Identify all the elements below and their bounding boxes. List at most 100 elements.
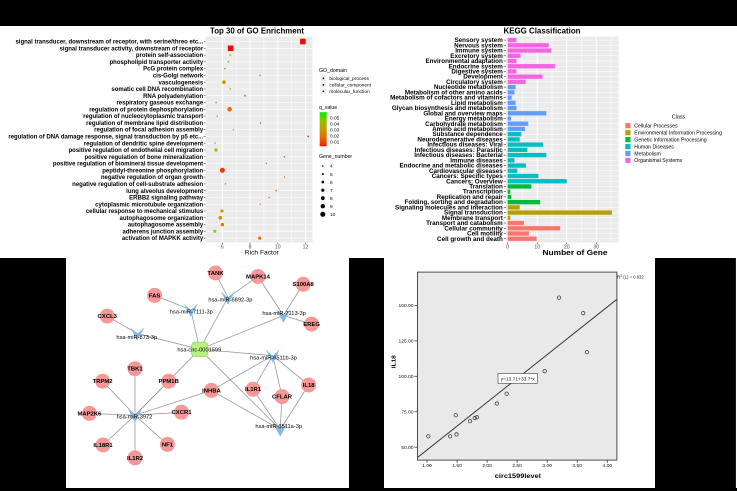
svg-text:Carbohydrate metabolism: Carbohydrate metabolism: [425, 121, 503, 128]
svg-text:3.50: 3.50: [572, 463, 582, 469]
svg-text:GO_domain: GO_domain: [319, 68, 347, 74]
svg-text:Transcription: Transcription: [463, 189, 503, 196]
svg-text:9: 9: [330, 204, 333, 210]
svg-text:peptidyl-threonine phosphoryla: peptidyl-threonine phosphorylation: [102, 168, 203, 174]
svg-text:NF1: NF1: [162, 442, 174, 448]
svg-text:4: 4: [330, 164, 333, 170]
svg-text:8: 8: [249, 245, 252, 251]
svg-text:INHBA: INHBA: [202, 388, 221, 394]
svg-text:Cellular Processes: Cellular Processes: [634, 124, 678, 130]
svg-text:activation of MAPKK activity: activation of MAPKK activity: [122, 236, 204, 242]
svg-text:Transport and catabolism: Transport and catabolism: [426, 220, 503, 227]
svg-text:cellular_component: cellular_component: [329, 83, 371, 89]
svg-text:Genetic Information Processing: Genetic Information Processing: [634, 137, 706, 143]
svg-text:regulation of nucleocytoplasmi: regulation of nucleocytoplasmic transpor…: [83, 114, 203, 120]
svg-text:3.00: 3.00: [542, 463, 552, 469]
svg-text:5: 5: [330, 172, 333, 178]
svg-text:Human Diseases: Human Diseases: [634, 144, 674, 150]
svg-text:KEGG Classification: KEGG Classification: [504, 26, 581, 36]
svg-text:CFLAR: CFLAR: [272, 395, 293, 401]
svg-text:10: 10: [330, 212, 336, 218]
svg-text:Replication and repair: Replication and repair: [437, 194, 504, 201]
svg-text:regulation of dendritic spine: regulation of dendritic spine developmen…: [84, 141, 203, 147]
svg-text:cytoplasmic microtubule organi: cytoplasmic microtubule organization: [95, 202, 203, 208]
svg-text:Number of Gene: Number of Gene: [543, 250, 608, 257]
svg-text:Endocrine and metabolic diseas: Endocrine and metabolic diseases: [400, 163, 504, 170]
svg-text:Class: Class: [672, 115, 686, 121]
svg-text:Nucleotide metabolism: Nucleotide metabolism: [434, 84, 503, 91]
svg-text:hsa-circ-0001599: hsa-circ-0001599: [177, 347, 221, 353]
svg-text:biological_process: biological_process: [329, 76, 369, 82]
svg-text:Neurodegenerative diseases: Neurodegenerative diseases: [417, 137, 503, 144]
svg-text:Excretory system: Excretory system: [450, 53, 503, 60]
svg-text:Cellular community: Cellular community: [444, 225, 503, 232]
svg-text:Signaling molecules and intera: Signaling molecules and interaction: [395, 204, 503, 211]
svg-text:Infectious diseases: Viral: Infectious diseases: Viral: [427, 142, 503, 149]
svg-text:6: 6: [221, 245, 224, 251]
svg-text:IL18R1: IL18R1: [93, 443, 113, 449]
svg-text:protein self-association: protein self-association: [136, 53, 204, 59]
svg-text:PPM1B: PPM1B: [159, 379, 179, 385]
svg-text:6: 6: [330, 180, 333, 186]
svg-text:MAP2K6: MAP2K6: [77, 411, 102, 417]
svg-text:negative regulation of organ g: negative regulation of organ growth: [101, 175, 204, 181]
svg-text:q_value: q_value: [319, 105, 337, 111]
svg-text:2.00: 2.00: [482, 463, 492, 469]
svg-text:ERBB2 signaling pathway: ERBB2 signaling pathway: [129, 196, 204, 202]
svg-text:signal transducer activity, do: signal transducer activity, downstream o…: [60, 46, 204, 52]
svg-text:CXCL3: CXCL3: [98, 314, 118, 320]
svg-text:adherens junction assembly: adherens junction assembly: [122, 229, 203, 235]
svg-text:4.00: 4.00: [603, 463, 613, 469]
svg-text:hsa-miR-873-3p: hsa-miR-873-3p: [116, 335, 157, 341]
svg-text:regulation of protein dephosph: regulation of protein dephosphorylation: [89, 107, 203, 113]
svg-text:100.00: 100.00: [399, 374, 414, 380]
svg-text:Immune system: Immune system: [455, 48, 503, 55]
svg-text:7: 7: [330, 188, 333, 194]
svg-text:Cell motility: Cell motility: [467, 231, 503, 238]
svg-text:Digestive system: Digestive system: [451, 69, 503, 76]
svg-text:regulation of focal adhesion a: regulation of focal adhesion assembly: [94, 128, 204, 134]
svg-text:1.00: 1.00: [422, 463, 432, 469]
svg-text:75.00: 75.00: [401, 409, 414, 415]
svg-text:Cardiovascular diseases: Cardiovascular diseases: [429, 168, 503, 175]
svg-text:hsa-miR-6511b-3p: hsa-miR-6511b-3p: [250, 355, 297, 361]
svg-text:IL1R1: IL1R1: [245, 387, 262, 393]
svg-text:Top 30 of GO Enrichment: Top 30 of GO Enrichment: [210, 26, 304, 36]
svg-text:signal transducer, downstream: signal transducer, downstream of recepto…: [15, 40, 203, 46]
svg-text:Development: Development: [463, 74, 503, 81]
svg-text:Lipid metabolism: Lipid metabolism: [451, 100, 503, 107]
svg-text:0: 0: [506, 245, 509, 251]
svg-text:0.05: 0.05: [330, 116, 340, 122]
svg-text:hsa-miR-6892-3p: hsa-miR-6892-3p: [208, 298, 252, 304]
svg-text:10: 10: [275, 245, 281, 251]
svg-text:regulation of membrane lipid d: regulation of membrane lipid distributio…: [86, 121, 203, 127]
svg-text:IL18: IL18: [391, 355, 397, 368]
svg-text:Metabolism: Metabolism: [634, 151, 661, 157]
svg-text:TBK1: TBK1: [127, 367, 143, 373]
svg-text:IL18: IL18: [303, 383, 316, 389]
svg-text:vasculogenesis: vasculogenesis: [158, 80, 203, 86]
svg-text:RNA polyadenylation: RNA polyadenylation: [143, 94, 203, 100]
svg-text:20: 20: [564, 245, 570, 251]
svg-text:EREG: EREG: [303, 322, 320, 328]
svg-text:Rich Factor: Rich Factor: [245, 250, 279, 257]
svg-text:IL1R2: IL1R2: [127, 456, 144, 462]
svg-text:12: 12: [303, 245, 309, 251]
svg-text:Folding, sorting and degradati: Folding, sorting and degradation: [405, 199, 503, 206]
svg-text:MAPK14: MAPK14: [246, 274, 271, 280]
svg-text:CXCR1: CXCR1: [172, 410, 193, 416]
svg-text:30: 30: [593, 245, 599, 251]
svg-text:Environmental adaptation: Environmental adaptation: [425, 58, 502, 65]
svg-text:regulation of DNA damage respo: regulation of DNA damage response, signa…: [8, 135, 203, 141]
svg-text:S100A8: S100A8: [293, 282, 315, 288]
svg-text:Sensory system: Sensory system: [454, 37, 503, 44]
svg-text:Infectious diseases: Parasitic: Infectious diseases: Parasitic: [415, 147, 504, 154]
svg-text:125.00: 125.00: [399, 339, 414, 345]
svg-text:1.50: 1.50: [452, 463, 462, 469]
svg-text:lung alveolus development: lung alveolus development: [126, 189, 203, 195]
svg-text:autophagosome organization: autophagosome organization: [120, 216, 204, 222]
svg-text:Organismal Systems: Organismal Systems: [634, 158, 682, 164]
svg-text:positive regulation of endothe: positive regulation of endothelial cell …: [69, 148, 204, 154]
svg-text:Amino acid metabolism: Amino acid metabolism: [432, 126, 503, 133]
svg-text:Nervous system: Nervous system: [454, 42, 503, 49]
